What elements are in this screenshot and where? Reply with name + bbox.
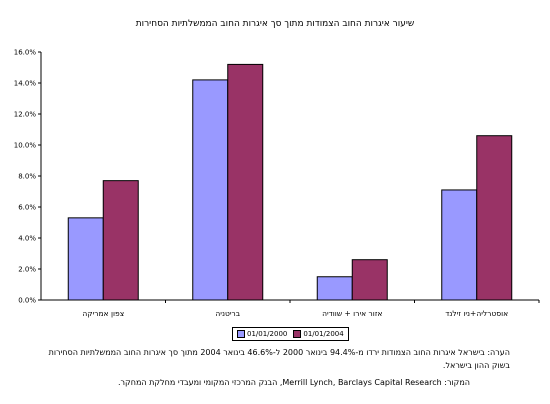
legend-label-2000: 01/01/2000 <box>247 330 288 338</box>
x-tick-label: בריטניה <box>215 309 240 318</box>
x-tick-label: אוסטרליה+ניו זילנד <box>445 309 508 318</box>
x-tick-label: אזור אירו + שוודיה <box>322 309 382 318</box>
bar <box>67 217 104 301</box>
chart-note: הערה: בישראל איגרות החוב הצמודות ירדו מ-… <box>48 348 510 370</box>
legend: 01/01/2000 01/01/2004 <box>232 327 349 341</box>
legend-swatch-2000 <box>237 330 245 338</box>
y-tick-label: 10.0% <box>14 142 37 150</box>
bar <box>192 79 229 301</box>
y-tick-label: 14.0% <box>14 80 37 88</box>
bar <box>441 189 478 301</box>
legend-item-2004: 01/01/2004 <box>293 330 344 338</box>
chart-source: המקור: Merrill Lynch, Barclays Capital R… <box>117 378 470 387</box>
y-tick-label: 16.0% <box>14 49 37 57</box>
legend-label-2004: 01/01/2004 <box>303 330 344 338</box>
bar <box>316 276 353 301</box>
y-tick-label: 6.0% <box>18 204 36 212</box>
legend-item-2000: 01/01/2000 <box>237 330 287 338</box>
plot-area: 0.0% 2.0% 4.0% 6.0% 8.0% 10.0% 12.0% 14.0% 16.0%… <box>14 49 540 318</box>
bar <box>351 259 388 301</box>
bar <box>476 135 513 301</box>
chart-title: שיעור איגרות החוב הצמודות מתוך סך איגרות… <box>135 19 415 29</box>
bar <box>227 63 264 301</box>
x-tick-label: צפון אמריקה <box>82 309 124 318</box>
legend-swatch-2004 <box>293 330 302 338</box>
y-tick-label: 2.0% <box>18 266 36 274</box>
y-tick-label: 4.0% <box>18 235 36 243</box>
bar <box>102 180 139 301</box>
y-tick-label: 0.0% <box>18 297 36 305</box>
y-tick-label: 8.0% <box>18 173 36 181</box>
y-tick-label: 12.0% <box>14 111 37 119</box>
